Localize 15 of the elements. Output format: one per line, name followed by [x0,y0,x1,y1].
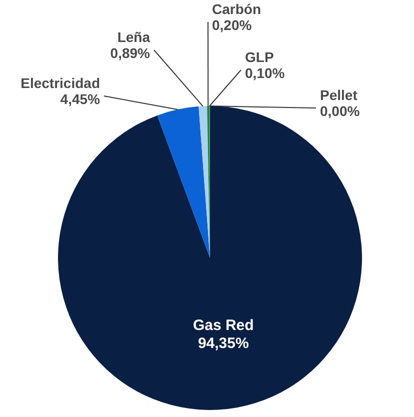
slice-label: GLP [245,49,274,65]
slice-label: Leña [117,29,150,45]
data-label: 94,35% [198,334,249,352]
data-label: 0,20% [212,17,252,34]
pie-slice [157,106,210,258]
data-label: 0,10% [245,65,286,82]
pie-slice [198,106,210,258]
text: 0,00% [320,103,360,120]
slice-label: Electricidad [20,75,100,91]
pie-slice [58,106,362,410]
slice-label: Carbón [212,1,261,17]
data-label: 0,89% [110,45,151,62]
data-label: 4,45% [60,91,101,108]
category-label: Pellet [320,87,358,103]
slice-label: Gas Red [192,316,254,334]
